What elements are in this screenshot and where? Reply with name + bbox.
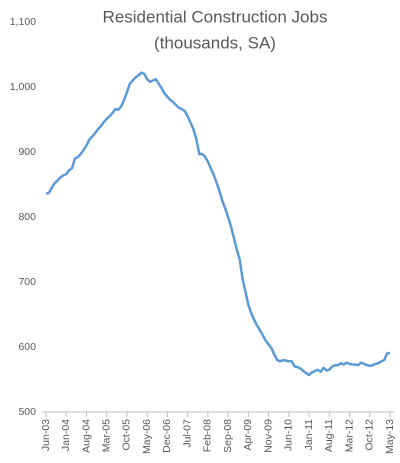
x-tick-label: Jun-03 <box>40 419 52 451</box>
x-tick-label: Sep-08 <box>222 419 234 453</box>
x-tick-label: Jul-07 <box>181 419 193 448</box>
y-tick-label: 700 <box>18 276 36 288</box>
y-tick-label: 500 <box>18 406 36 418</box>
x-tick-label: Oct-05 <box>121 419 133 451</box>
x-tick-label: Jan-11 <box>303 419 315 450</box>
x-tick-label: Mar-05 <box>100 419 112 452</box>
x-tick-label: Mar-12 <box>343 419 355 452</box>
x-tick-label: Jun-10 <box>283 419 295 451</box>
x-tick-label: May-06 <box>141 419 153 454</box>
line-series <box>45 71 391 377</box>
x-tick-label: Apr-09 <box>242 419 254 451</box>
x-tick-label: Aug-11 <box>323 419 335 452</box>
x-tick-label: Dec-06 <box>161 419 173 453</box>
x-tick-label: Feb-08 <box>202 419 214 452</box>
x-tick-label: Oct-12 <box>364 419 376 451</box>
y-tick-label: 900 <box>18 146 36 158</box>
chart-title: Residential Construction Jobs <box>103 7 328 26</box>
y-tick-label: 800 <box>18 211 36 223</box>
y-tick-label: 600 <box>18 341 36 353</box>
x-tick-label: Nov-09 <box>262 419 274 453</box>
x-tick-label: May-13 <box>384 419 396 454</box>
y-tick-label: 1,100 <box>10 16 36 28</box>
x-tick-label: Aug-04 <box>80 419 92 453</box>
chart-subtitle: (thousands, SA) <box>154 33 276 52</box>
y-tick-label: 1,000 <box>10 81 36 93</box>
x-tick-label: Jan-04 <box>60 419 72 451</box>
